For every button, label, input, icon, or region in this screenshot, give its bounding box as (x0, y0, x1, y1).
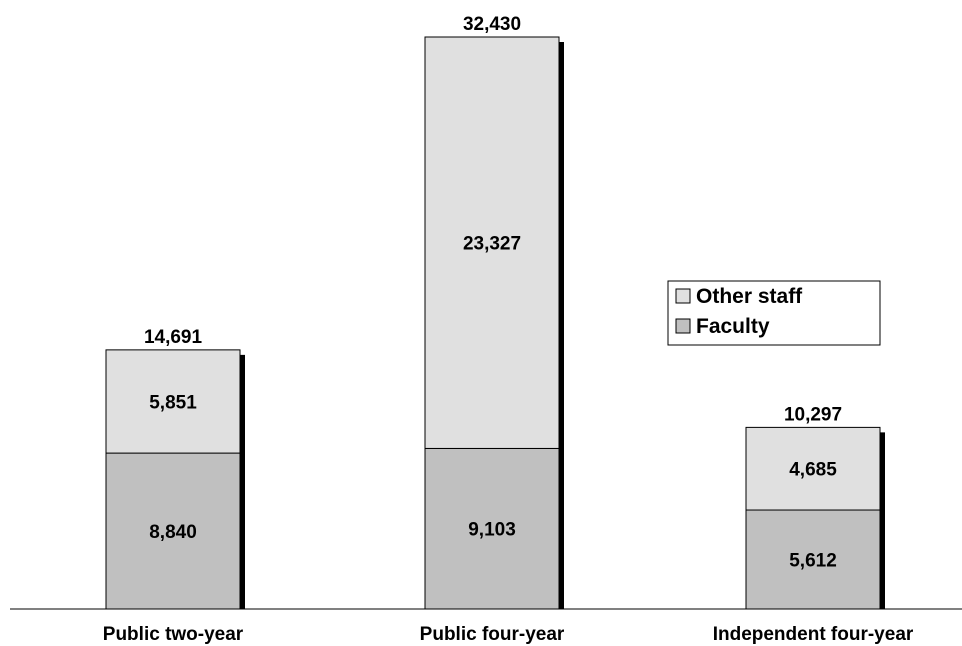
category-label-independent-four-year: Independent four-year (713, 624, 914, 645)
labels-layer: 8,840 5,851 14,691 9,103 23,327 32,430 5,612 4,… (144, 14, 842, 572)
bar-shadow-public-four-year (559, 42, 564, 609)
data-label-other-staff-public-four-year: 23,327 (463, 234, 521, 255)
legend-label-other-staff: Other staff (696, 285, 803, 308)
data-label-faculty-public-two-year: 8,840 (149, 522, 197, 543)
bar-other-staff-public-two-year (105, 349, 241, 454)
bar-other-staff-public-four-year (424, 36, 560, 449)
data-label-other-staff-independent-four-year: 4,685 (789, 460, 837, 481)
data-label-faculty-independent-four-year: 5,612 (789, 551, 837, 572)
data-label-other-staff-public-two-year: 5,851 (149, 392, 197, 413)
total-label-public-four-year: 32,430 (463, 14, 521, 35)
total-label-independent-four-year: 10,297 (784, 404, 842, 425)
legend: Other staff Faculty (667, 280, 881, 346)
bar-other-staff-independent-four-year (745, 426, 881, 511)
bar-faculty-public-four-year (424, 447, 560, 610)
category-labels: Public two-year Public four-year Independe… (103, 624, 914, 645)
category-label-public-four-year: Public four-year (420, 624, 565, 645)
bar-shadow-public-two-year (240, 354, 245, 609)
data-label-faculty-public-four-year: 9,103 (468, 520, 516, 541)
bar-faculty-independent-four-year (745, 509, 881, 610)
bar-faculty-public-two-year (105, 452, 241, 610)
category-label-public-two-year: Public two-year (103, 624, 244, 645)
legend-label-faculty: Faculty (696, 315, 770, 338)
total-label-public-two-year: 14,691 (144, 327, 203, 348)
legend-swatch-faculty (675, 318, 691, 334)
legend-swatch-other-staff (675, 288, 691, 304)
bars-layer (105, 36, 885, 610)
bar-shadow-independent-four-year (880, 432, 885, 609)
legend-box (667, 280, 881, 346)
